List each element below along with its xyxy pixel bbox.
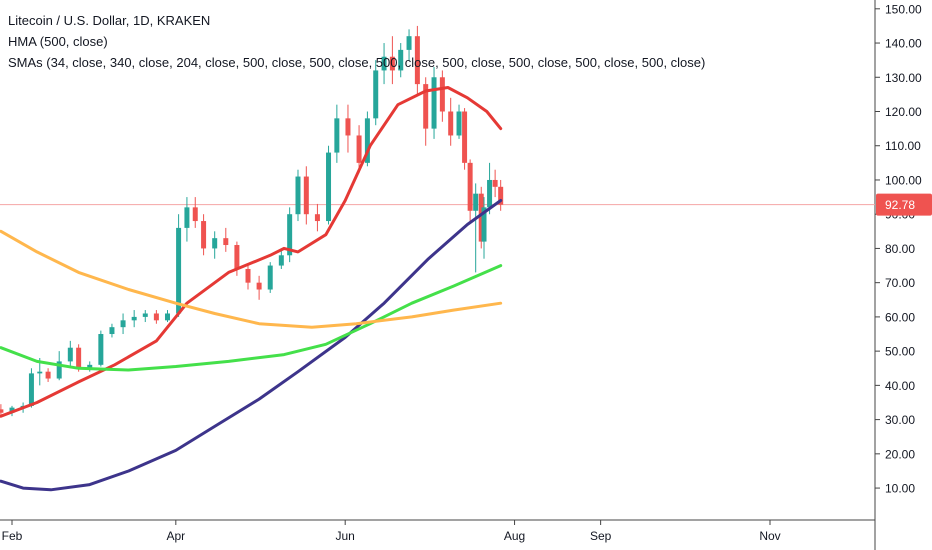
x-tick-label: Aug xyxy=(504,529,525,543)
y-tick-label: 30.00 xyxy=(885,413,915,427)
candle-body xyxy=(356,135,362,163)
y-tick-label: 20.00 xyxy=(885,447,915,461)
candle-body xyxy=(478,193,484,242)
candle-body xyxy=(398,49,404,71)
ma-line-4 xyxy=(0,229,503,329)
candle-body xyxy=(234,245,240,269)
candle-body xyxy=(287,214,293,256)
candle-body xyxy=(492,179,498,187)
candle-body xyxy=(109,327,115,335)
candle-body xyxy=(256,282,262,290)
candle-body xyxy=(98,334,104,365)
last-price-badge xyxy=(876,193,932,216)
candles-group xyxy=(0,25,504,417)
candle-body xyxy=(462,111,468,163)
candle-body xyxy=(45,371,51,379)
candle-body xyxy=(278,255,284,266)
candle-body xyxy=(176,227,182,314)
candle-body xyxy=(487,179,493,208)
legend-hma: HMA (500, close) xyxy=(8,34,108,49)
candle-body xyxy=(373,70,379,119)
ma-line-1 xyxy=(0,86,503,418)
candle-body xyxy=(406,36,412,50)
candle-body xyxy=(87,364,93,369)
candle-body xyxy=(223,238,229,246)
y-tick-label: 110.00 xyxy=(885,139,921,153)
x-tick-label: Apr xyxy=(166,529,185,543)
candle-body xyxy=(28,373,34,406)
last-price-label: 92.78 xyxy=(885,198,915,212)
candle-body xyxy=(498,186,504,205)
y-tick-label: 120.00 xyxy=(885,105,922,119)
y-tick-label: 60.00 xyxy=(885,310,915,324)
y-tick-label: 10.00 xyxy=(885,482,915,496)
candle-body xyxy=(131,316,137,321)
candle-body xyxy=(473,193,479,211)
y-tick-label: 150.00 xyxy=(885,2,922,16)
y-tick-label: 130.00 xyxy=(885,71,922,85)
candle-body xyxy=(414,36,420,85)
candle-body xyxy=(0,409,4,413)
candle-body xyxy=(334,118,340,153)
ma-line-2 xyxy=(0,199,503,492)
candle-body xyxy=(120,320,126,328)
candle-body xyxy=(314,214,320,222)
candle-body xyxy=(76,347,82,369)
candle-body xyxy=(212,238,218,249)
y-tick-label: 50.00 xyxy=(885,345,915,359)
candle-body xyxy=(9,407,15,413)
candle-body xyxy=(201,221,207,249)
ma-line-3 xyxy=(0,264,503,372)
candle-body xyxy=(423,84,429,129)
y-tick-label: 140.00 xyxy=(885,37,922,51)
candle-body xyxy=(245,268,251,283)
candle-body xyxy=(456,111,462,136)
x-tick-label: Nov xyxy=(759,529,780,543)
candle-body xyxy=(326,152,332,222)
candle-body xyxy=(389,56,395,71)
candle-body xyxy=(345,118,351,136)
y-tick-label: 100.00 xyxy=(885,173,922,187)
candle-body xyxy=(295,176,301,215)
legend-title: Litecoin / U.S. Dollar, 1D, KRAKEN xyxy=(8,13,211,28)
chart-legend: Litecoin / U.S. Dollar, 1D, KRAKEN HMA (… xyxy=(8,10,705,73)
y-tick-label: 80.00 xyxy=(885,242,915,256)
x-tick-label: Sep xyxy=(590,529,612,543)
candle-body xyxy=(381,56,387,71)
candle-body xyxy=(164,313,170,321)
candle-body xyxy=(56,361,62,379)
y-tick-label: 40.00 xyxy=(885,379,915,393)
candle-body xyxy=(153,313,159,321)
candle-body xyxy=(364,118,370,163)
candle-body xyxy=(481,207,487,242)
candle-body xyxy=(448,111,454,136)
candle-body xyxy=(142,313,148,317)
x-tick-label: Jun xyxy=(336,529,355,543)
y-tick-label: 70.00 xyxy=(885,276,915,290)
candle-body xyxy=(303,176,309,215)
candle-body xyxy=(192,207,198,222)
candle-body xyxy=(184,207,190,228)
candle-body xyxy=(37,371,43,374)
x-tick-label: Feb xyxy=(2,529,23,543)
candle-body xyxy=(431,77,437,129)
candle-body xyxy=(439,77,445,112)
candle-body xyxy=(67,347,73,362)
legend-smas: SMAs (34, close, 340, close, 204, close,… xyxy=(8,55,706,70)
candle-body xyxy=(267,265,273,290)
candle-body xyxy=(467,162,473,211)
